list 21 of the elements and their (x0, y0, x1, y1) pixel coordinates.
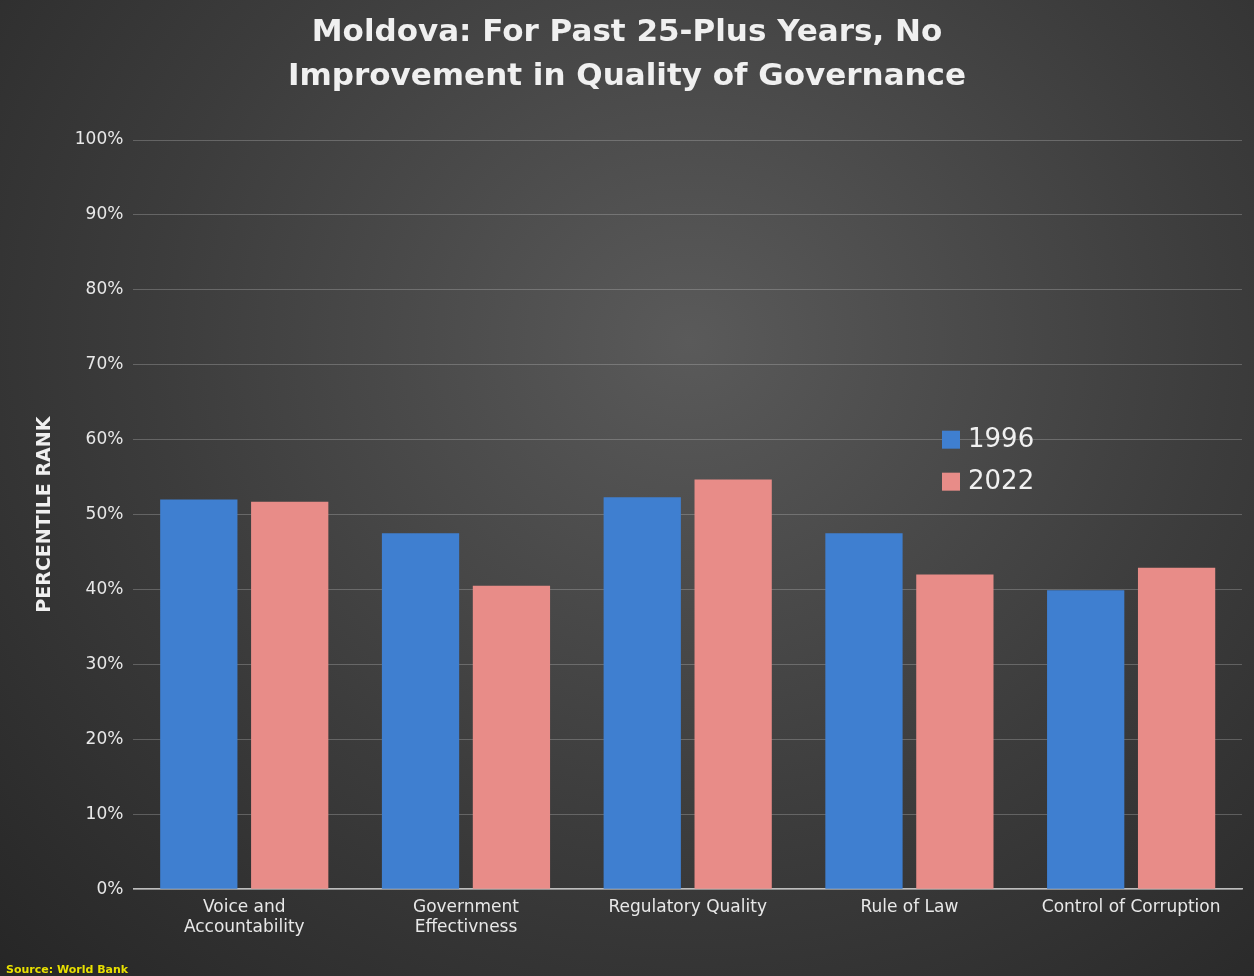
x-tick-label: Government Effectivness (412, 895, 520, 937)
y-tick-label: 30% (85, 652, 124, 673)
source-note: Source: World Bank (6, 963, 129, 976)
y-tick-label: 40% (85, 577, 124, 598)
y-tick-label: 50% (85, 503, 124, 524)
y-tick-label: 20% (85, 727, 124, 748)
x-tick-label: Voice and Accountability (183, 895, 305, 937)
y-tick-label: 90% (85, 203, 124, 224)
x-tick-label: Rule of Law (860, 895, 959, 916)
legend-label: 2022 (968, 465, 1035, 496)
y-tick-label: 0% (96, 877, 124, 898)
x-tick-label: Regulatory Quality (608, 895, 767, 916)
y-tick-label: 10% (85, 802, 124, 823)
y-axis-title: PERCENTILE RANK (32, 415, 55, 613)
y-tick-label: 80% (85, 278, 124, 299)
y-tick-label: 70% (85, 353, 124, 374)
x-tick-label: Control of Corruption (1041, 895, 1221, 916)
y-tick-label: 100% (74, 128, 124, 149)
legend-label: 1996 (968, 423, 1035, 454)
chart-title: Moldova: For Past 25-Plus Years, No Improvement in Quality of Governance (286, 11, 968, 94)
y-tick-label: 60% (85, 428, 124, 449)
